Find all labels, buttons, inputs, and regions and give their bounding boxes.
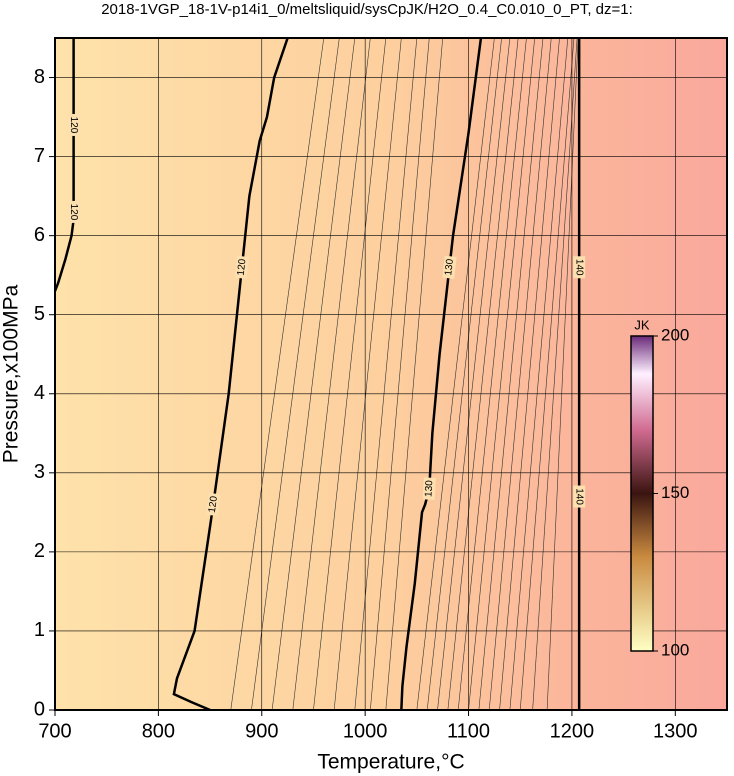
contour-label-bg [234,255,250,279]
colorbar-tick-label: 150 [661,483,689,502]
x-tick-label: 1000 [343,720,388,742]
minor-contour [370,38,430,710]
contour-label-bg [205,492,221,517]
y-tick-label: 1 [34,619,45,641]
x-tick-label: 700 [38,720,71,742]
y-tick-label: 3 [34,461,45,483]
minor-contour [457,38,527,710]
colorbar-gradient [630,335,654,652]
minor-contour [509,38,569,710]
colorbar-tick-label: 100 [661,640,689,659]
x-tick-label: 900 [245,720,278,742]
minor-contour [230,38,325,710]
chart-title: 2018-1VGP_18-1V-p14i1_0/meltsliquid/sysC… [101,1,633,18]
minor-contour [292,38,371,710]
minor-contour [468,38,536,710]
contour-line [55,38,75,292]
x-tick-label: 1100 [447,720,490,742]
contour-label-group: 120 [234,255,250,279]
contour-label-bg [422,477,436,500]
contour-label-group: 140 [573,485,586,508]
contour-label-bg [67,113,80,136]
contour-label-group: 120 [67,113,80,136]
y-tick-label: 0 [34,698,45,720]
contour-label-group: 130 [442,255,457,279]
minor-contour [271,38,356,710]
contour-label-group: 130 [422,477,436,500]
colorbar-tick-label: 200 [661,325,689,344]
minor-contour [385,38,443,710]
minor-contour [488,38,552,710]
contour-label: 130 [443,258,456,276]
minor-contour [437,38,511,710]
contour-label-group: 140 [573,256,586,279]
x-tick-label: 800 [142,720,175,742]
minor-contour [499,38,560,710]
contour-label: 120 [236,258,249,276]
x-tick-label: 1300 [653,720,698,742]
colorbar: JK 100 150 200 [630,317,689,659]
contour-label-group: 120 [67,200,80,223]
y-axis-label: Pressure,x100MPa [0,284,23,463]
minor-contour [313,38,387,710]
minor-contour [546,38,579,710]
colorbar-title: JK [634,317,650,332]
minor-contour [426,38,502,710]
contour-label: 140 [574,259,585,276]
y-tick-label: 7 [34,145,45,167]
contour-label-bg [573,256,586,279]
plot-frame [54,37,728,711]
y-tick-label: 4 [34,382,45,404]
minor-contour [532,38,578,710]
minor-contour [519,38,575,710]
y-tick-label: 5 [34,303,45,325]
y-tick-label: 6 [34,224,45,246]
minor-contour [333,38,402,710]
contour-label-bg [67,200,80,223]
y-tick-label: 2 [34,540,45,562]
x-tick-label: 1200 [550,720,595,742]
minor-contour [447,38,519,710]
minor-contour [251,38,340,710]
x-axis-label: Temperature,°C [317,751,464,774]
minor-contour [478,38,544,710]
contour-label: 120 [68,117,79,134]
contour-line [172,38,289,710]
contour-label: 120 [207,495,220,513]
contour-label-bg [573,485,586,508]
y-tick-label: 8 [34,66,45,88]
plot-background [55,38,727,710]
contour-label: 140 [574,488,585,505]
plot-area: 120 120 120 120 130 130 140 140 [55,38,727,710]
contour-label: 120 [68,204,79,221]
contour-label-group: 120 [205,492,221,517]
contour-label: 130 [423,480,435,498]
contour-label-bg [442,255,457,279]
minor-contour [416,38,495,710]
